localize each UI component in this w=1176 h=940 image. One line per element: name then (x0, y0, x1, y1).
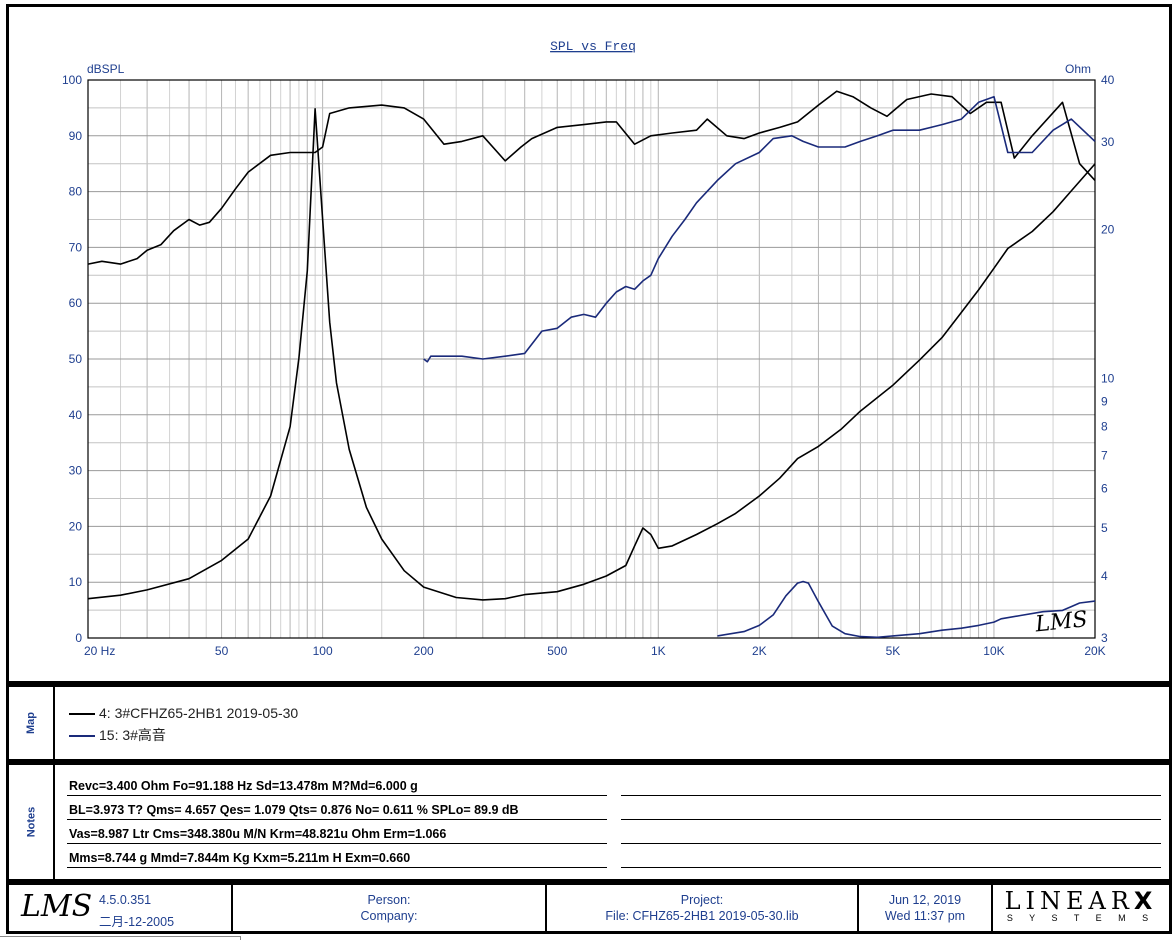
y-left-tick-label: 10 (69, 575, 83, 589)
y-right-tick-label: 3 (1101, 631, 1108, 645)
spl-impedance-chart: SPL vs Freq dBSPL Ohm 100908070605040302… (62, 39, 1115, 658)
person-cell: Person: Company: (231, 885, 545, 931)
x-tick-label: 1K (651, 644, 666, 658)
x-tick-label: 2K (752, 644, 767, 658)
y-right-tick-label: 7 (1101, 448, 1108, 462)
y-left-tick-label: 30 (69, 464, 83, 478)
chart-title: SPL vs Freq (550, 39, 636, 54)
version-date: 二月-12-2005 (99, 915, 175, 929)
series-line-blue-spl (423, 95, 1096, 363)
series-lines (87, 90, 1096, 639)
x-tick-label: 100 (313, 644, 333, 658)
grid (87, 79, 1096, 639)
project-cell: Project: File: CFHZ65-2HB1 2019-05-30.li… (545, 885, 857, 931)
series-line-blue-impedance (717, 580, 1096, 639)
series-line-black-spl (87, 90, 1096, 265)
y-right-tick-label: 9 (1101, 394, 1108, 408)
note-line-1: Revc=3.400 Ohm Fo=91.188 Hz Sd=13.478m M… (69, 779, 418, 793)
note-rule (621, 795, 1161, 796)
datetime-cell: Jun 12, 2019 Wed 11:37 pm (857, 885, 991, 931)
y-left-tick-label: 100 (62, 73, 82, 87)
y-left-tick-label: 20 (69, 519, 83, 533)
brand-cell: LINEARX S Y S T E M S (991, 885, 1169, 931)
y-left-tick-label: 50 (69, 352, 83, 366)
y-right-tick-label: 30 (1101, 135, 1115, 149)
y-left-tick-label: 40 (69, 408, 83, 422)
right-axis-unit: Ohm (1065, 62, 1091, 76)
y-right-tick-label: 4 (1101, 569, 1108, 583)
note-rule (67, 867, 607, 868)
note-line-4: Mms=8.744 g Mmd=7.844m Kg Kxm=5.211m H E… (69, 851, 411, 865)
brand-subtitle: S Y S T E M S (1006, 913, 1156, 923)
y-right-tick-label: 20 (1101, 222, 1115, 236)
map-item-2[interactable]: 15: 3#高音 (69, 725, 166, 745)
footer-logo: LMS (21, 889, 93, 924)
status-strip (0, 936, 241, 940)
note-rule (67, 843, 607, 844)
y-right-tick-label: 6 (1101, 482, 1108, 496)
tick-labels: 100908070605040302010040302010987654320 … (62, 73, 1115, 658)
x-tick-label: 500 (547, 644, 567, 658)
notes-divider (53, 765, 55, 879)
brand-x-mark: X (1133, 887, 1158, 915)
notes-panel: Notes Revc=3.400 Ohm Fo=91.188 Hz Sd=13.… (6, 762, 1172, 882)
note-rule (621, 819, 1161, 820)
y-right-tick-label: 5 (1101, 521, 1108, 535)
y-left-tick-label: 80 (69, 185, 83, 199)
x-tick-label: 20K (1084, 644, 1105, 658)
map-panel: Map 4: 3#CFHZ65-2HB1 2019-05-30 15: 3#高音 (6, 684, 1172, 762)
version-number: 4.5.0.351 (99, 893, 152, 907)
person-label: Person: (367, 893, 411, 907)
project-label: Project: (680, 893, 724, 907)
footer-panel: LMS 4.5.0.351 二月-12-2005 Person: Company… (6, 882, 1172, 934)
left-axis-unit: dBSPL (87, 62, 125, 76)
y-left-tick-label: 0 (75, 631, 82, 645)
map-label: Map (25, 712, 37, 734)
x-tick-label: 50 (215, 644, 229, 658)
note-rule (67, 795, 607, 796)
x-tick-label: 200 (414, 644, 434, 658)
plot-frame (87, 79, 1096, 639)
map-item-1[interactable]: 4: 3#CFHZ65-2HB1 2019-05-30 (69, 705, 298, 721)
notes-label: Notes (25, 806, 37, 838)
y-right-tick-label: 8 (1101, 420, 1108, 434)
series-line-black-impedance (87, 108, 1096, 601)
note-rule (621, 867, 1161, 868)
map-swatch-black (69, 713, 95, 716)
y-left-tick-label: 60 (69, 296, 83, 310)
map-swatch-blue (69, 735, 95, 738)
date-label: Jun 12, 2019 (888, 893, 962, 907)
svg-text:LMS: LMS (1033, 607, 1089, 637)
x-tick-label: 5K (886, 644, 901, 658)
x-tick-label: 10K (983, 644, 1004, 658)
y-right-tick-label: 40 (1101, 73, 1115, 87)
x-tick-label: 20 Hz (84, 644, 115, 658)
company-label: Company: (360, 909, 418, 923)
file-label: File: CFHZ65-2HB1 2019-05-30.lib (605, 909, 799, 923)
chart-panel: SPL vs Freq dBSPL Ohm 100 90 80 70 60 50 40 30 2… (6, 4, 1172, 684)
time-label: Wed 11:37 pm (884, 909, 966, 923)
y-right-tick-label: 10 (1101, 372, 1115, 386)
y-left-tick-label: 70 (69, 240, 83, 254)
brand-logo: LINEARX (1004, 887, 1158, 915)
lms-watermark: LMS (1033, 607, 1089, 637)
note-rule (621, 843, 1161, 844)
note-rule (67, 819, 607, 820)
map-divider (53, 687, 55, 759)
note-line-3: Vas=8.987 Ltr Cms=348.380u M/N Krm=48.82… (69, 827, 447, 841)
y-left-tick-label: 90 (69, 129, 83, 143)
note-line-2: BL=3.973 T? Qms= 4.657 Qes= 1.079 Qts= 0… (69, 803, 519, 817)
